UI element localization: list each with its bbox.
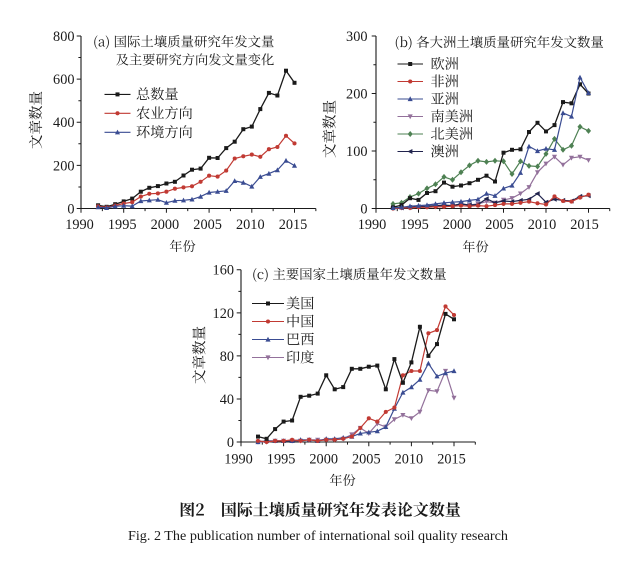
svg-text:1990: 1990 — [65, 217, 94, 233]
svg-text:2005: 2005 — [193, 217, 222, 233]
svg-text:2005: 2005 — [352, 451, 381, 467]
svg-text:2010: 2010 — [395, 451, 424, 467]
svg-text:2015: 2015 — [570, 217, 599, 233]
svg-text:80: 80 — [220, 349, 234, 365]
svg-text:1995: 1995 — [400, 217, 429, 233]
svg-text:40: 40 — [220, 392, 234, 408]
svg-text:1995: 1995 — [108, 217, 137, 233]
svg-text:2010: 2010 — [528, 217, 557, 233]
svg-text:0: 0 — [227, 435, 234, 451]
svg-text:800: 800 — [53, 29, 74, 45]
svg-text:200: 200 — [53, 158, 74, 174]
svg-text:2015: 2015 — [279, 217, 308, 233]
svg-text:2015: 2015 — [437, 451, 466, 467]
svg-text:2000: 2000 — [309, 451, 338, 467]
svg-text:1990: 1990 — [224, 451, 253, 467]
svg-text:2010: 2010 — [236, 217, 265, 233]
svg-text:0: 0 — [360, 201, 367, 217]
svg-text:1990: 1990 — [358, 217, 387, 233]
svg-text:2000: 2000 — [151, 217, 180, 233]
svg-text:120: 120 — [213, 306, 234, 322]
svg-text:Fig. 2 The publication numbe: Fig. 2 The publication number of interna… — [128, 528, 508, 543]
svg-text:100: 100 — [346, 144, 367, 160]
svg-text:300: 300 — [346, 29, 367, 45]
svg-text:600: 600 — [53, 72, 74, 88]
svg-text:2000: 2000 — [443, 217, 472, 233]
svg-text:160: 160 — [213, 263, 234, 279]
svg-text:200: 200 — [346, 86, 367, 102]
svg-text:0: 0 — [67, 201, 74, 217]
svg-text:1995: 1995 — [267, 451, 296, 467]
svg-text:400: 400 — [53, 115, 74, 131]
svg-text:2005: 2005 — [485, 217, 514, 233]
